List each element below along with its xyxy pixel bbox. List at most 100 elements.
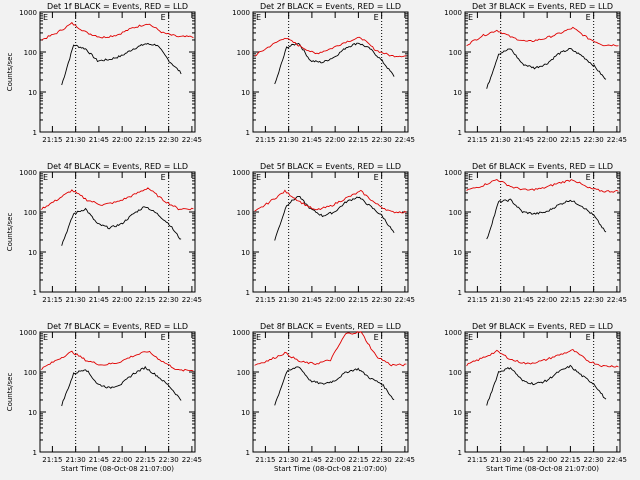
x-tick-label: 22:30 (584, 296, 604, 304)
y-tick-label: 1000 (19, 169, 37, 177)
event-flag: E (468, 173, 473, 182)
events-series-line (61, 365, 182, 407)
lld-series-line (41, 187, 194, 211)
y-tick-label: 100 (449, 209, 462, 217)
events-series-line (274, 42, 395, 85)
x-tick-label: 22:45 (395, 456, 415, 464)
x-tick-label: 22:00 (325, 296, 345, 304)
x-tick-label: 22:15 (348, 136, 368, 144)
event-flag: E (43, 333, 48, 342)
lld-series-line (466, 178, 619, 193)
events-series-line (486, 364, 607, 406)
x-tick-label: 21:45 (89, 136, 109, 144)
x-tick-label: 22:00 (112, 136, 132, 144)
y-tick-label: 1000 (19, 9, 37, 17)
event-flag: E (374, 13, 379, 22)
plot-frame (39, 11, 196, 133)
y-tick-label: 1 (458, 129, 462, 137)
y-tick-label: 100 (24, 369, 37, 377)
y-tick-label: 1 (458, 289, 462, 297)
events-series-line (486, 47, 607, 89)
x-tick-label: 22:30 (372, 136, 392, 144)
x-axis-label: Start Time (08-Oct-08 21:07:00) (486, 465, 599, 473)
y-tick-label: 1000 (444, 169, 462, 177)
y-tick-label: 100 (24, 49, 37, 57)
x-tick-label: 21:30 (491, 296, 511, 304)
y-tick-label: 1 (246, 129, 250, 137)
plot-frame (39, 171, 196, 293)
chart-panel: Det 2f BLACK = Events, RED = LLD 1 10 100 10… (232, 2, 415, 144)
chart-title: Det 4f BLACK = Events, RED = LLD (47, 162, 188, 171)
x-tick-label: 21:45 (302, 136, 322, 144)
x-tick-label: 21:30 (491, 456, 511, 464)
x-tick-label: 22:00 (325, 136, 345, 144)
y-tick-label: 1 (33, 449, 37, 457)
x-tick-label: 21:45 (514, 296, 534, 304)
y-axis-label: Counts/sec (6, 373, 14, 412)
x-tick-label: 22:30 (159, 456, 179, 464)
lld-series-line (466, 26, 619, 47)
x-tick-label: 21:30 (66, 296, 86, 304)
x-tick-label: 21:45 (89, 456, 109, 464)
event-flag: E (256, 13, 261, 22)
x-tick-label: 21:30 (279, 296, 299, 304)
x-tick-label: 21:15 (42, 136, 62, 144)
x-tick-label: 22:15 (348, 296, 368, 304)
y-tick-label: 1 (246, 449, 250, 457)
chart-title: Det 1f BLACK = Events, RED = LLD (47, 2, 188, 11)
y-tick-label: 1000 (444, 9, 462, 17)
x-tick-label: 22:15 (135, 296, 155, 304)
y-tick-label: 10 (453, 89, 462, 97)
lld-series-line (254, 189, 407, 214)
x-tick-label: 22:15 (560, 136, 580, 144)
y-tick-label: 100 (449, 369, 462, 377)
events-series-line (61, 206, 182, 246)
x-tick-label: 22:45 (607, 136, 627, 144)
chart-title: Det 7f BLACK = Events, RED = LLD (47, 322, 188, 331)
event-flag: E (468, 333, 473, 342)
plot-frame (464, 171, 621, 293)
event-flag: E (374, 333, 379, 342)
y-tick-label: 100 (237, 369, 250, 377)
events-series-line (61, 42, 182, 86)
event-flag: E (374, 173, 379, 182)
x-tick-label: 21:45 (302, 296, 322, 304)
plot-frame (464, 11, 621, 133)
y-axis-label: Counts/sec (6, 53, 14, 92)
x-tick-label: 21:15 (42, 296, 62, 304)
x-tick-label: 21:15 (467, 456, 487, 464)
x-tick-label: 21:15 (255, 456, 275, 464)
y-tick-label: 1 (246, 289, 250, 297)
plot-frame (252, 171, 409, 293)
y-tick-label: 10 (241, 89, 250, 97)
chart-panel: Det 3f BLACK = Events, RED = LLD 1 10 100 10… (444, 2, 627, 144)
event-flag: E (43, 173, 48, 182)
lld-series-line (466, 348, 619, 368)
y-tick-label: 10 (28, 249, 37, 257)
chart-title: Det 9f BLACK = Events, RED = LLD (472, 322, 613, 331)
x-tick-label: 22:45 (607, 456, 627, 464)
x-tick-label: 22:30 (159, 136, 179, 144)
y-tick-label: 1000 (232, 9, 250, 17)
event-flag: E (586, 13, 591, 22)
y-tick-label: 10 (28, 409, 37, 417)
y-tick-label: 10 (453, 409, 462, 417)
x-tick-label: 22:30 (372, 456, 392, 464)
chart-title: Det 8f BLACK = Events, RED = LLD (260, 322, 401, 331)
event-flag: E (586, 333, 591, 342)
y-tick-label: 10 (241, 249, 250, 257)
y-tick-label: 10 (241, 409, 250, 417)
lld-series-line (41, 21, 194, 41)
y-axis-label: Counts/sec (6, 213, 14, 252)
x-tick-label: 22:45 (182, 136, 202, 144)
x-tick-label: 21:45 (89, 296, 109, 304)
x-tick-label: 21:45 (302, 456, 322, 464)
chart-panel: Det 6f BLACK = Events, RED = LLD 1 10 100 10… (444, 162, 627, 304)
events-series-line (274, 196, 395, 241)
x-tick-label: 22:15 (348, 456, 368, 464)
event-flag: E (586, 173, 591, 182)
event-flag: E (43, 13, 48, 22)
y-tick-label: 1000 (444, 329, 462, 337)
y-tick-label: 100 (449, 49, 462, 57)
chart-title: Det 2f BLACK = Events, RED = LLD (260, 2, 401, 11)
